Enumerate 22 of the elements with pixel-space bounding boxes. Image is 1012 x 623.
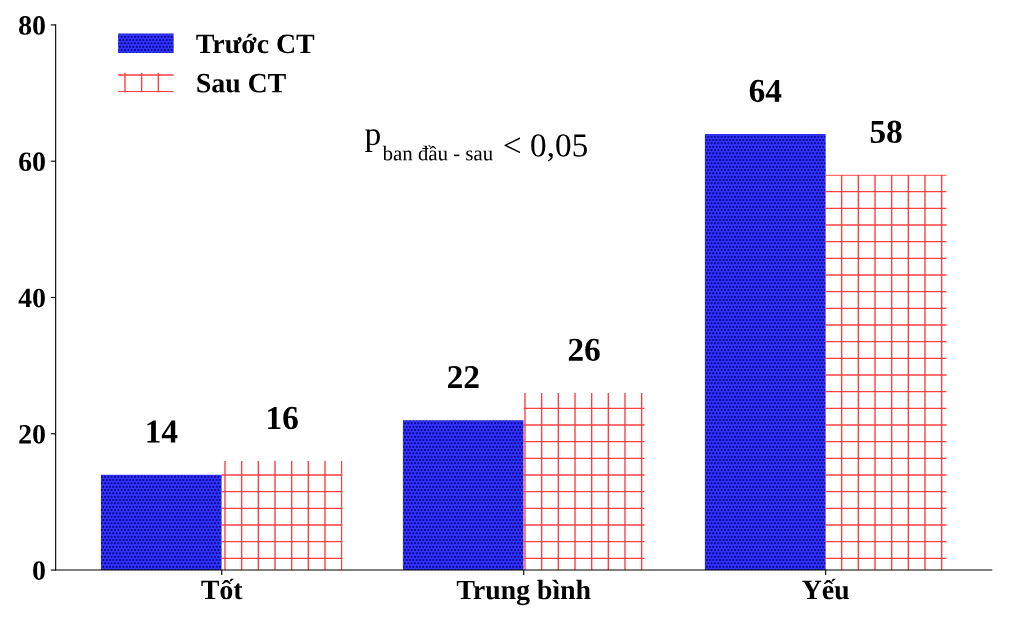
data-label: 64 [749, 79, 782, 103]
y-tick-label: 20 [19, 424, 45, 444]
bar [523, 392, 645, 571]
bar [221, 461, 343, 571]
data-label: 58 [870, 120, 902, 144]
legend-label: Trước CT [196, 33, 315, 54]
y-tick-label: 60 [19, 152, 45, 172]
data-label: 22 [448, 365, 479, 389]
x-tick-label: Yếu [802, 578, 849, 600]
bar [704, 133, 826, 571]
bar [402, 420, 524, 571]
y-tick-label: 40 [18, 288, 45, 308]
x-tick-label: Trung bình [456, 579, 591, 606]
bar [100, 474, 222, 571]
data-label: 14 [147, 420, 178, 443]
y-tick-label: 80 [19, 16, 45, 35]
data-label: 16 [268, 406, 298, 430]
bar [825, 174, 947, 571]
y-tick-label: 0 [33, 561, 45, 580]
data-label: 26 [568, 338, 600, 362]
x-tick-label: Tốt [201, 578, 243, 600]
legend-label: Sau CT [197, 73, 286, 93]
